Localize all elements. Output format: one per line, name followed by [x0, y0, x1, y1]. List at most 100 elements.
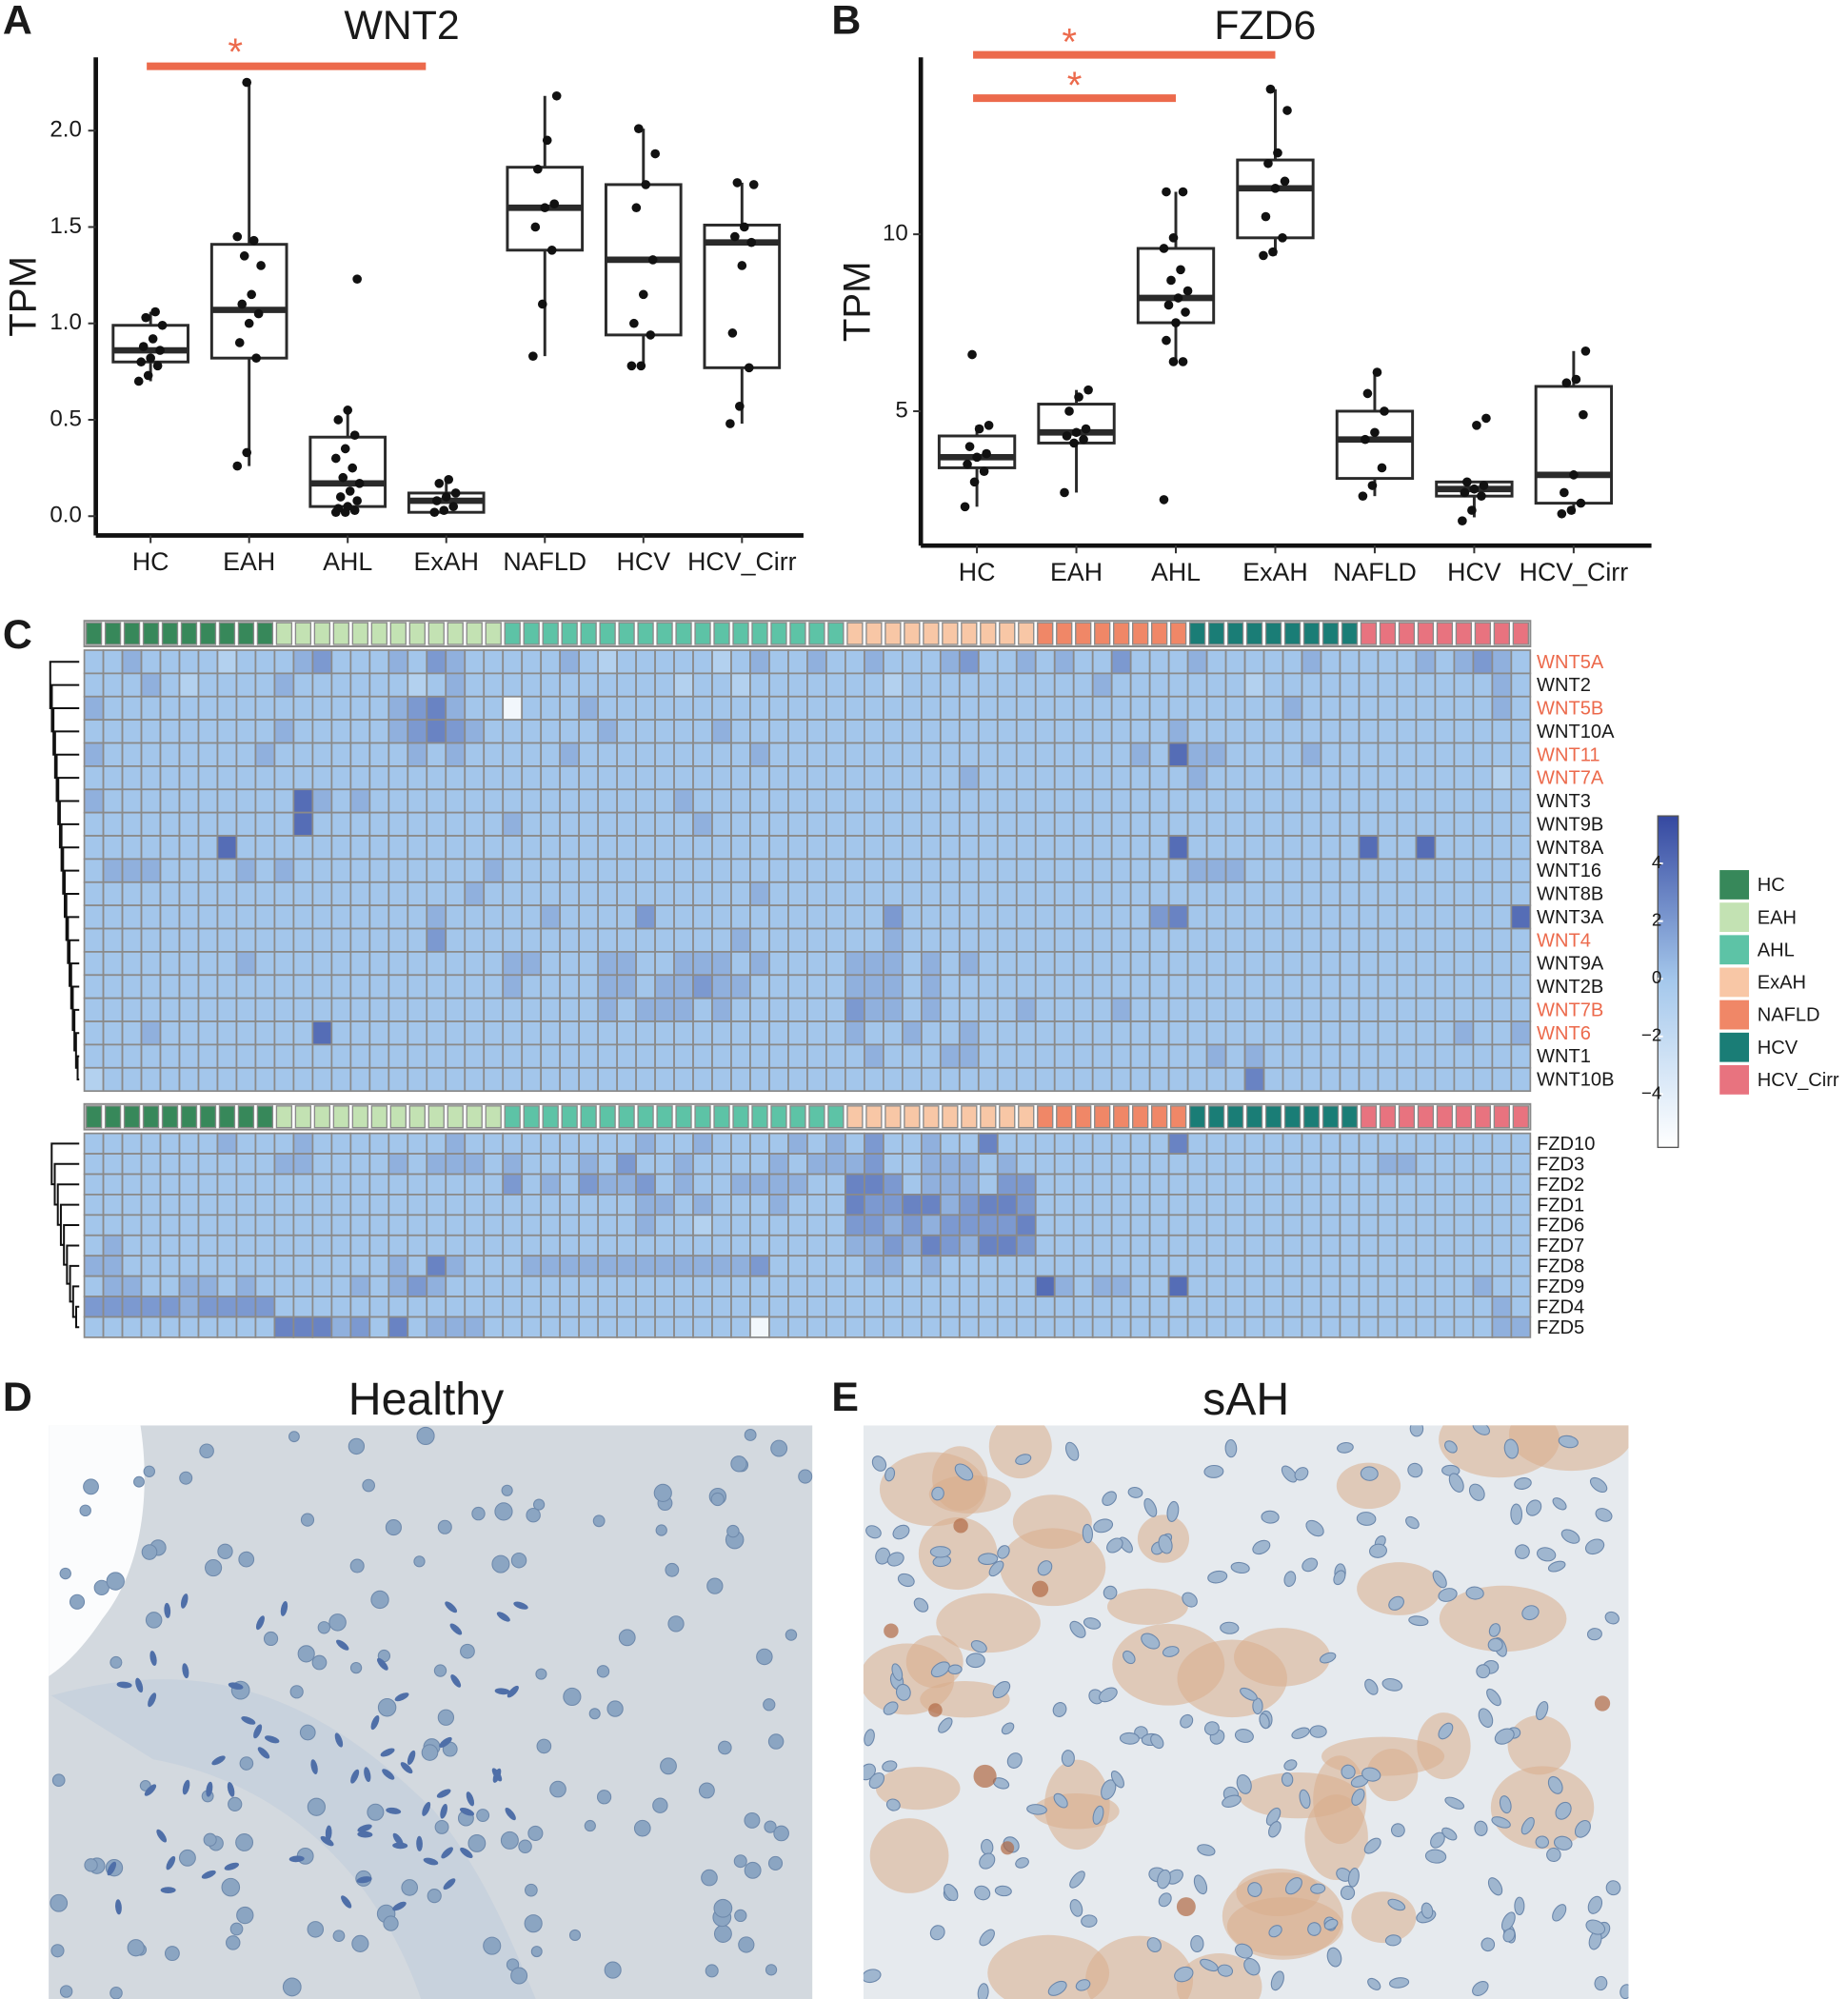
- group-annotation: [1209, 1106, 1224, 1128]
- heatmap-cell: [369, 1068, 388, 1091]
- heatmap-cell: [579, 720, 598, 742]
- heatmap-cell: [1093, 1044, 1112, 1067]
- heatmap-cell: [293, 1174, 312, 1194]
- heatmap-cell: [1017, 1277, 1036, 1296]
- heatmap-cell: [998, 697, 1017, 720]
- heatmap-cell: [788, 720, 807, 742]
- heatmap-cell: [407, 720, 427, 742]
- heatmap-cell: [845, 743, 864, 766]
- heatmap-cell: [560, 720, 579, 742]
- heatmap-cell: [655, 743, 674, 766]
- heatmap-cell: [255, 1044, 274, 1067]
- heatmap-cell: [807, 1044, 826, 1067]
- heatmap-cell: [655, 673, 674, 696]
- data-point: [641, 180, 650, 189]
- heatmap-cell: [1264, 999, 1283, 1021]
- brown-granule: [974, 1765, 997, 1788]
- heatmap-cell: [312, 882, 331, 905]
- heatmap-cell: [1055, 1174, 1074, 1194]
- heatmap-cell: [998, 999, 1017, 1021]
- heatmap-cell: [427, 673, 446, 696]
- heatmap-cell: [1492, 673, 1511, 696]
- heatmap-cell: [712, 673, 731, 696]
- heatmap-cell: [979, 697, 998, 720]
- nucleus: [180, 1850, 196, 1866]
- heatmap-cell: [1492, 1195, 1511, 1215]
- heatmap-cell: [1245, 929, 1264, 952]
- heatmap-cell: [236, 882, 255, 905]
- heatmap-cell: [1283, 836, 1302, 859]
- heatmap-cell: [407, 789, 427, 812]
- heatmap-cell: [541, 975, 560, 998]
- heatmap-cell: [1226, 1195, 1245, 1215]
- heatmap-cell: [636, 905, 655, 928]
- heatmap-cell: [255, 813, 274, 836]
- heatmap-cell: [236, 999, 255, 1021]
- group-annotation: [866, 1106, 882, 1128]
- heatmap-cell: [1435, 952, 1454, 975]
- heatmap-cell: [922, 1277, 941, 1296]
- heatmap-cell: [788, 1215, 807, 1235]
- data-point: [632, 203, 642, 212]
- heatmap-cell: [845, 952, 864, 975]
- heatmap-cell: [788, 650, 807, 673]
- group-annotation: [371, 1106, 387, 1128]
- heatmap-cell: [807, 813, 826, 836]
- data-point: [153, 361, 163, 370]
- heatmap-cell: [636, 673, 655, 696]
- heatmap-cell: [750, 1256, 769, 1276]
- heatmap-cell: [503, 766, 522, 789]
- heatmap-cell: [617, 1195, 636, 1215]
- nucleus: [84, 1479, 99, 1494]
- box: [939, 436, 1014, 467]
- heatmap-cell: [331, 743, 350, 766]
- heatmap-cell: [674, 1296, 693, 1316]
- heatmap-cell: [1359, 1256, 1378, 1276]
- heatmap-cell: [1378, 1134, 1397, 1154]
- heatmap-cell: [1112, 1068, 1131, 1091]
- heatmap-cell: [1321, 1044, 1341, 1067]
- group-annotation: [163, 623, 178, 644]
- heatmap-cell: [1188, 650, 1207, 673]
- heatmap-cell: [1397, 1277, 1416, 1296]
- group-annotation: [333, 623, 348, 644]
- heatmap-cell: [350, 650, 369, 673]
- heatmap-cell: [522, 813, 541, 836]
- heatmap-cell: [1150, 813, 1169, 836]
- heatmap-cell: [1245, 743, 1264, 766]
- heatmap-cell: [655, 789, 674, 812]
- heatmap-cell: [274, 1134, 293, 1154]
- heatmap-cell: [217, 1316, 236, 1336]
- nucleus: [1062, 1751, 1074, 1767]
- heatmap-cell: [104, 1215, 123, 1235]
- heatmap-cell: [1226, 1236, 1245, 1256]
- data-point: [150, 307, 160, 317]
- heatmap-cell: [217, 1154, 236, 1174]
- heatmap-cell: [522, 836, 541, 859]
- heatmap-cell: [446, 1277, 465, 1296]
- heatmap-cell: [1017, 1044, 1036, 1067]
- heatmap-cell: [312, 999, 331, 1021]
- heatmap-cell: [1492, 720, 1511, 742]
- group-annotation: [1418, 1106, 1433, 1128]
- nucleus: [85, 1859, 97, 1871]
- heatmap-cell: [560, 1316, 579, 1336]
- heatmap-cell: [1340, 975, 1359, 998]
- heatmap-cell: [998, 650, 1017, 673]
- nucleus: [435, 1821, 448, 1834]
- heatmap-cell: [1473, 1068, 1492, 1091]
- heatmap-cell: [123, 975, 142, 998]
- heatmap-cell: [104, 1256, 123, 1276]
- heatmap-cell: [560, 697, 579, 720]
- heatmap-cell: [427, 905, 446, 928]
- histology-sah: [856, 1397, 1633, 1999]
- heatmap-cell: [826, 1195, 845, 1215]
- heatmap-cell: [941, 1296, 960, 1316]
- heatmap-cell: [941, 1277, 960, 1296]
- heatmap-cell: [274, 697, 293, 720]
- heatmap-cell: [1435, 697, 1454, 720]
- heatmap-cell: [388, 975, 407, 998]
- heatmap-cell: [636, 766, 655, 789]
- data-point: [155, 346, 165, 355]
- heatmap-cell: [1492, 1068, 1511, 1091]
